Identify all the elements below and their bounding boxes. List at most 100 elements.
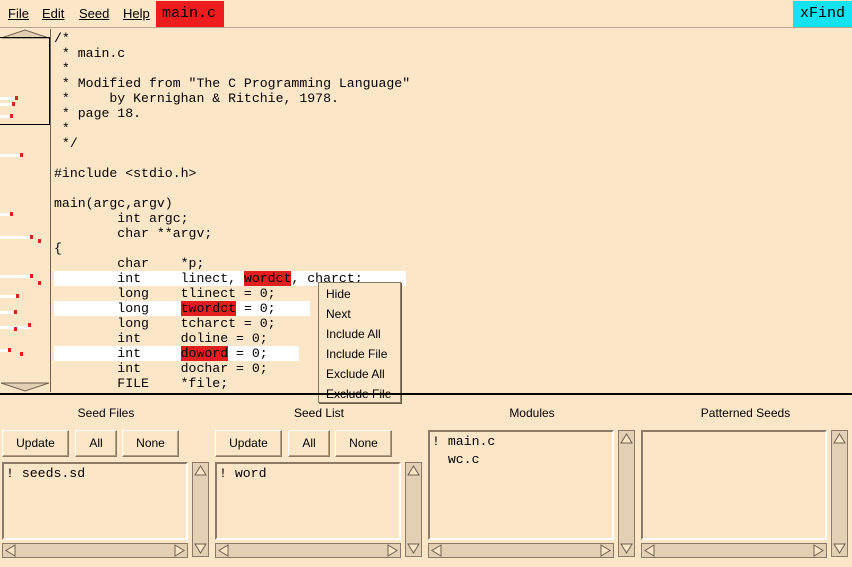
overview-hit-mark bbox=[30, 235, 33, 239]
seed-list-hscroll[interactable] bbox=[215, 543, 401, 558]
modules-hscroll[interactable] bbox=[428, 543, 614, 558]
code-line: * Modified from "The C Programming Langu… bbox=[54, 76, 411, 91]
scroll-right-arrow-icon[interactable] bbox=[812, 544, 825, 557]
code-line: FILE *file; bbox=[54, 376, 229, 391]
patterned-seeds-title: Patterned Seeds bbox=[700, 406, 791, 420]
code-editor[interactable]: /* * main.c * * Modified from "The C Pro… bbox=[52, 29, 852, 393]
overview-hit-mark bbox=[12, 102, 15, 106]
seed-list-list[interactable]: ! word bbox=[215, 462, 401, 540]
patterned-seeds-vscroll[interactable] bbox=[831, 430, 848, 557]
scroll-up-arrow-icon[interactable] bbox=[407, 464, 420, 477]
scroll-down-arrow-icon[interactable] bbox=[833, 542, 846, 555]
seed-files-list[interactable]: ! seeds.sd bbox=[2, 462, 188, 540]
seed-files-hscroll[interactable] bbox=[2, 543, 188, 558]
overview-hit-mark bbox=[14, 327, 17, 331]
overview-thumb[interactable] bbox=[0, 37, 50, 125]
overview-hit-mark bbox=[20, 153, 23, 157]
scroll-left-arrow-icon[interactable] bbox=[4, 544, 17, 557]
seed-files-title: Seed Files bbox=[77, 406, 135, 420]
overview-mark bbox=[0, 275, 30, 278]
seed-files-all-button[interactable]: All bbox=[75, 430, 117, 457]
overview-hit-mark bbox=[10, 212, 13, 216]
overview-hit-mark bbox=[20, 352, 23, 356]
scroll-left-arrow-icon[interactable] bbox=[217, 544, 230, 557]
scroll-up-arrow-icon[interactable] bbox=[620, 432, 633, 445]
seed-files-vscroll[interactable] bbox=[192, 462, 209, 557]
code-line-highlighted: long twordct = 0; bbox=[54, 301, 310, 316]
overview-mark bbox=[0, 311, 12, 314]
list-item[interactable]: wc.c bbox=[432, 452, 480, 467]
scroll-up-arrow-icon[interactable] bbox=[1, 29, 49, 39]
menu-item-exclude-file[interactable]: Exclude File bbox=[319, 385, 400, 405]
menu-item-include-file[interactable]: Include File bbox=[326, 347, 388, 361]
scroll-right-arrow-icon[interactable] bbox=[599, 544, 612, 557]
seed-files-none-button[interactable]: None bbox=[122, 430, 179, 457]
modules-title: Modules bbox=[509, 406, 555, 420]
code-line: char *p; bbox=[54, 256, 205, 271]
overview-hit-mark bbox=[30, 274, 33, 278]
overview-mark bbox=[0, 115, 10, 118]
menu-seed-label: Seed bbox=[79, 6, 110, 21]
scroll-right-arrow-icon[interactable] bbox=[386, 544, 399, 557]
scroll-up-arrow-icon[interactable] bbox=[194, 464, 207, 477]
menu-item-next[interactable]: Next bbox=[326, 307, 351, 321]
overview-mark bbox=[0, 295, 16, 298]
scroll-up-arrow-icon[interactable] bbox=[833, 432, 846, 445]
code-text: long bbox=[54, 301, 181, 316]
current-file-tab[interactable]: main.c bbox=[156, 1, 224, 27]
code-line: * bbox=[54, 61, 70, 76]
code-line: #include <stdio.h> bbox=[54, 166, 197, 181]
seed-list-none-button[interactable]: None bbox=[335, 430, 392, 457]
menu-seed[interactable]: Seed bbox=[79, 6, 109, 21]
code-line: * page 18. bbox=[54, 106, 142, 121]
list-item[interactable]: ! word bbox=[219, 466, 267, 481]
code-line: * by Kernighan & Ritchie, 1978. bbox=[54, 91, 339, 106]
menu-file[interactable]: File bbox=[8, 6, 29, 21]
overview-scrollbar[interactable] bbox=[0, 29, 51, 392]
modules-vscroll[interactable] bbox=[618, 430, 635, 557]
menu-item-exclude-all[interactable]: Exclude All bbox=[326, 367, 385, 381]
patterned-seeds-hscroll[interactable] bbox=[641, 543, 827, 558]
overview-mark bbox=[0, 97, 14, 100]
seed-list-vscroll[interactable] bbox=[405, 462, 422, 557]
scroll-left-arrow-icon[interactable] bbox=[430, 544, 443, 557]
scroll-left-arrow-icon[interactable] bbox=[643, 544, 656, 557]
scroll-down-arrow-icon[interactable] bbox=[1, 382, 49, 392]
search-hit[interactable]: doword bbox=[180, 346, 229, 361]
menu-help[interactable]: Help bbox=[123, 6, 150, 21]
overview-hit-mark bbox=[16, 294, 19, 298]
code-line: * bbox=[54, 121, 70, 136]
code-text: = 0; bbox=[228, 346, 268, 361]
search-hit[interactable]: wordct bbox=[243, 271, 292, 286]
overview-hit-mark bbox=[38, 239, 41, 243]
modules-list[interactable]: ! main.c wc.c bbox=[428, 430, 614, 540]
menu-item-hide[interactable]: Hide bbox=[326, 287, 351, 301]
search-hit[interactable]: twordct bbox=[180, 301, 237, 316]
overview-hit-mark bbox=[15, 96, 18, 100]
context-menu: Hide Next Include All Include File Exclu… bbox=[318, 282, 401, 403]
app-title: xFind bbox=[793, 1, 852, 27]
menu-file-label: File bbox=[8, 6, 29, 21]
pane-divider[interactable] bbox=[0, 393, 852, 395]
code-text: = 0; bbox=[236, 301, 276, 316]
code-line: long tlinect = 0; bbox=[54, 286, 276, 301]
overview-mark bbox=[0, 154, 20, 157]
code-line: /* bbox=[54, 31, 70, 46]
seed-files-update-button[interactable]: Update bbox=[2, 430, 69, 457]
list-item[interactable]: ! main.c bbox=[432, 434, 496, 449]
scroll-down-arrow-icon[interactable] bbox=[407, 542, 420, 555]
overview-hit-mark bbox=[14, 310, 17, 314]
list-item[interactable]: ! seeds.sd bbox=[6, 466, 86, 481]
patterned-seeds-list[interactable] bbox=[641, 430, 827, 540]
overview-mark bbox=[0, 103, 12, 106]
overview-mark bbox=[0, 349, 10, 352]
scroll-down-arrow-icon[interactable] bbox=[620, 542, 633, 555]
scroll-down-arrow-icon[interactable] bbox=[194, 542, 207, 555]
scroll-right-arrow-icon[interactable] bbox=[173, 544, 186, 557]
menu-item-include-all[interactable]: Include All bbox=[326, 327, 381, 341]
seed-list-all-button[interactable]: All bbox=[288, 430, 330, 457]
code-line: int dochar = 0; bbox=[54, 361, 268, 376]
seed-list-update-button[interactable]: Update bbox=[215, 430, 282, 457]
menu-edit[interactable]: Edit bbox=[42, 6, 64, 21]
menu-help-label: Help bbox=[123, 6, 150, 21]
